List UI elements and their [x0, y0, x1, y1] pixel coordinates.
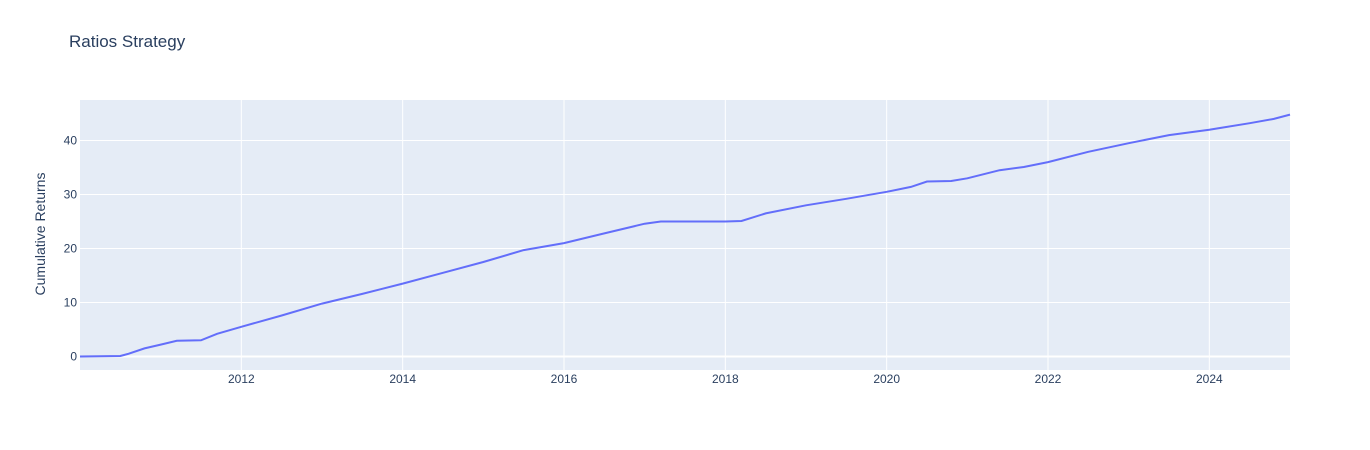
y-axis-label: Cumulative Returns — [32, 173, 48, 296]
x-axis-ticks: 2012 2014 2016 2018 2020 2022 2024 — [228, 372, 1223, 386]
x-tick-label: 2018 — [712, 372, 739, 386]
x-tick-label: 2020 — [873, 372, 900, 386]
y-tick-label: 30 — [64, 188, 78, 202]
y-tick-label: 20 — [64, 242, 78, 256]
y-tick-label: 40 — [64, 134, 78, 148]
x-tick-label: 2016 — [551, 372, 578, 386]
y-tick-label: 10 — [64, 296, 78, 310]
gridlines — [80, 100, 1290, 370]
y-tick-label: 0 — [70, 350, 77, 364]
plot-background — [80, 100, 1290, 370]
series-line — [79, 113, 1291, 358]
x-tick-label: 2024 — [1196, 372, 1223, 386]
x-tick-label: 2022 — [1035, 372, 1062, 386]
y-axis-ticks: 0 10 20 30 40 — [64, 134, 78, 364]
x-tick-label: 2014 — [389, 372, 416, 386]
chart-title: Ratios Strategy — [69, 32, 186, 51]
x-tick-label: 2012 — [228, 372, 255, 386]
